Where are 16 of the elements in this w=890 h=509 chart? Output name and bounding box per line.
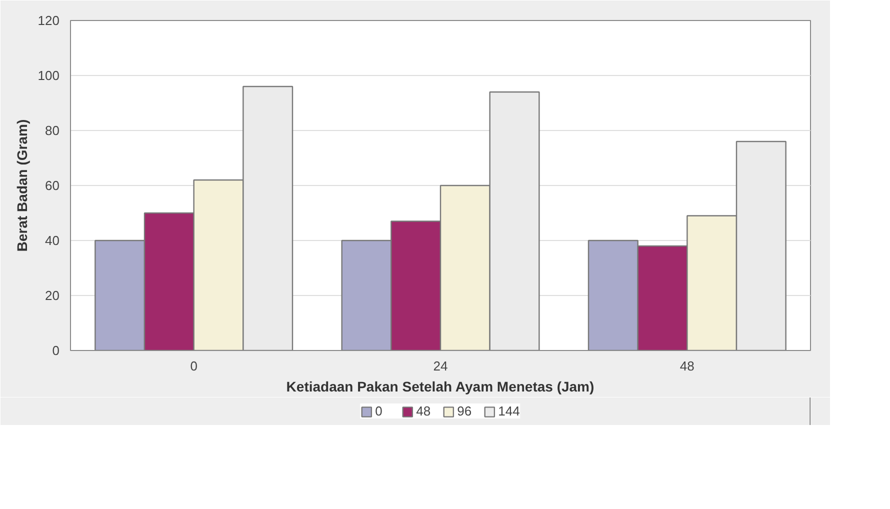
legend-label: 48: [416, 404, 432, 418]
y-tick-label: 120: [38, 13, 60, 28]
y-axis-title: Berat Badan (Gram): [14, 119, 30, 252]
y-tick-label: 60: [45, 178, 60, 193]
y-tick-label: 80: [45, 123, 60, 138]
legend-label: 144: [498, 404, 520, 418]
x-tick-label: 48: [680, 358, 694, 374]
y-tick-label: 0: [52, 343, 60, 358]
x-axis-title: Ketiadaan Pakan Setelah Ayam Menetas (Jam): [286, 378, 594, 394]
x-tick-label: 0: [190, 358, 198, 374]
y-tick-label: 20: [45, 288, 60, 303]
legend-label: 96: [457, 404, 473, 418]
y-tick-label: 100: [38, 68, 60, 83]
x-tick-label: 24: [433, 358, 448, 374]
legend-label: 0: [375, 404, 384, 418]
y-tick-label: 40: [45, 233, 60, 248]
